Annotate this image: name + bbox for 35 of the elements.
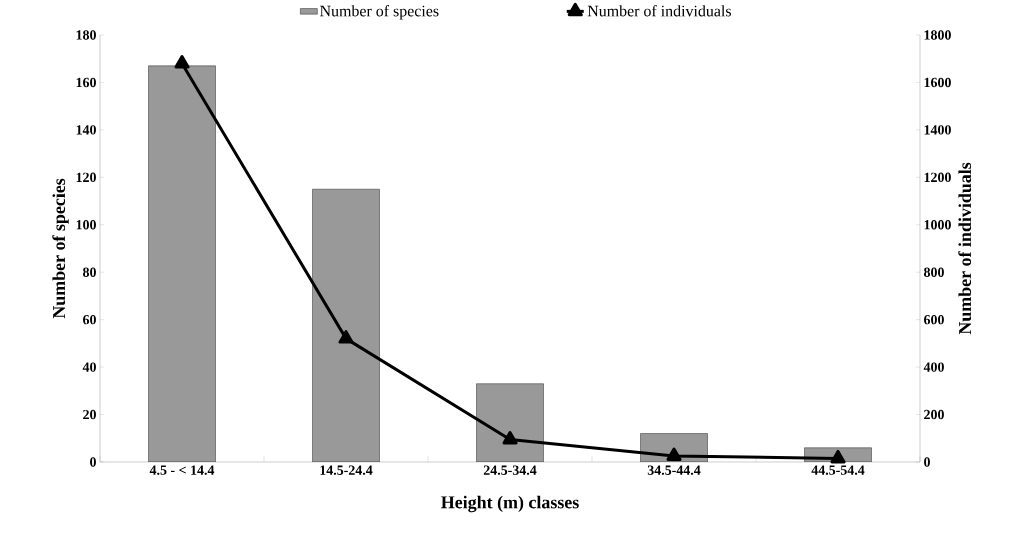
y2-tick-label: 200	[924, 409, 944, 420]
point	[502, 430, 518, 445]
y2-tick-label: 600	[924, 314, 944, 325]
y2-tick-label: 1600	[924, 77, 951, 88]
y2-tick-label: 800	[924, 267, 944, 277]
x-tick-label: 4.5 - < 14.4	[149, 465, 215, 475]
legend-label: Number of individuals	[587, 5, 731, 17]
point	[174, 54, 190, 69]
y2-tick-label: 1000	[924, 220, 951, 230]
y-tick-label: 80	[83, 267, 96, 277]
x-tick-label: 14.5-24.4	[320, 465, 373, 475]
y2-tick-label: 1400	[924, 125, 951, 135]
y-tick-label: 180	[76, 30, 96, 40]
legend-label: Number of species	[320, 5, 439, 20]
y2-tick-label: 0	[924, 457, 930, 467]
y-tick-label: 20	[83, 409, 96, 420]
y-axis-title: Number of species	[52, 178, 69, 319]
y2-axis-title: Number of individuals	[958, 162, 972, 335]
y-tick-label: 120	[76, 172, 96, 183]
y-tick-label: 0	[90, 457, 96, 467]
y2-tick-label: 1200	[924, 172, 951, 183]
point	[338, 330, 354, 344]
x-axis-title: Height (m) classes	[441, 495, 579, 513]
point	[830, 449, 846, 464]
point	[666, 447, 682, 462]
y-tick-label: 40	[82, 362, 96, 372]
y-tick-label: 100	[76, 220, 96, 230]
y-tick-label: 140	[76, 125, 96, 135]
y2-tick-label: 400	[923, 362, 944, 372]
x-tick-label: 34.5-44.4	[647, 465, 701, 475]
y2-tick-label: 1800	[924, 30, 951, 40]
x-tick-label: 44.5-54.4	[811, 465, 865, 475]
y-tick-label: 60	[83, 314, 96, 325]
x-tick-label: 24.5-34.4	[483, 465, 537, 475]
y-tick-label: 160	[76, 77, 96, 88]
